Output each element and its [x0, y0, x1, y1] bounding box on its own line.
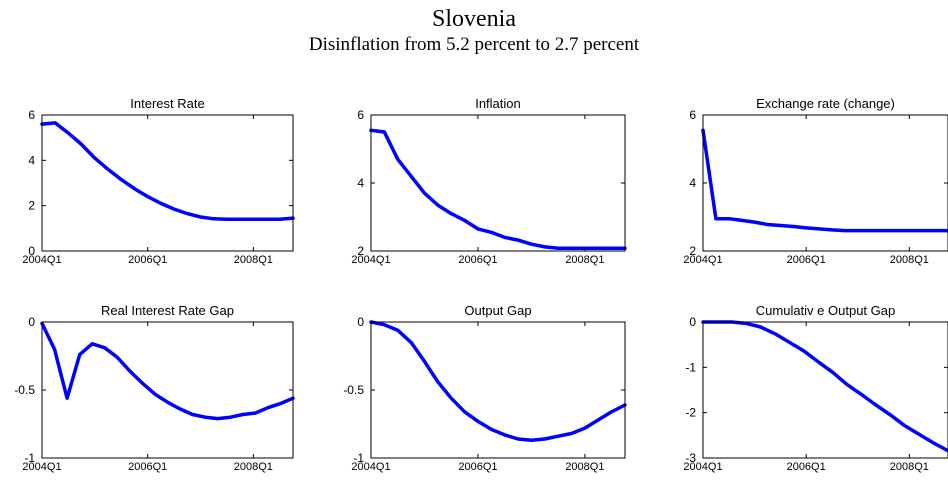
plot-frame	[41, 321, 294, 459]
plot-frame	[702, 321, 948, 459]
y-tick-label: 4	[28, 153, 35, 167]
x-tick-label: 2006Q1	[787, 254, 826, 266]
x-tick-label: 2004Q1	[683, 461, 722, 473]
x-tick-label: 2006Q1	[128, 461, 167, 473]
y-tick-label: 2	[689, 244, 696, 258]
panel-title: Real Interest Rate Gap	[101, 303, 234, 318]
plot-frame	[41, 114, 294, 252]
x-tick-label: 2008Q1	[890, 254, 929, 266]
series-line	[40, 321, 295, 421]
panel-title: Inflation	[475, 96, 521, 111]
y-tick-label: -1	[685, 360, 696, 374]
y-tick-label: -3	[685, 451, 696, 465]
panel-title: Interest Rate	[130, 96, 204, 111]
x-tick-label: 2004Q1	[351, 461, 390, 473]
panel-title: Cumulativ e Output Gap	[756, 303, 895, 318]
y-tick-label: -0.5	[14, 383, 35, 397]
y-tick-label: -0.5	[343, 383, 364, 397]
y-tick-label: -1	[353, 451, 364, 465]
x-tick-label: 2006Q1	[787, 461, 826, 473]
x-tick-label: 2008Q1	[565, 461, 604, 473]
y-tick-label: 0	[357, 315, 364, 329]
x-tick-label: 2008Q1	[565, 254, 604, 266]
series-line	[369, 128, 627, 251]
x-tick-label: 2006Q1	[458, 461, 497, 473]
x-tick-label: 2004Q1	[683, 254, 722, 266]
x-tick-label: 2008Q1	[890, 461, 929, 473]
y-tick-label: 0	[689, 315, 696, 329]
figure-title: Slovenia	[432, 6, 516, 32]
x-tick-label: 2006Q1	[458, 254, 497, 266]
y-tick-label: 2	[357, 244, 364, 258]
x-tick-label: 2004Q1	[22, 254, 61, 266]
y-tick-label: 0	[28, 244, 35, 258]
y-tick-label: -1	[24, 451, 35, 465]
figure-title-block: Slovenia Disinflation from 5.2 percent t…	[0, 0, 948, 56]
y-tick-label: 0	[28, 315, 35, 329]
x-tick-label: 2008Q1	[234, 461, 273, 473]
series-line	[701, 320, 948, 453]
y-tick-label: 4	[689, 176, 696, 190]
y-tick-label: 6	[357, 108, 364, 122]
y-tick-label: 2	[28, 199, 35, 213]
x-tick-label: 2004Q1	[351, 254, 390, 266]
series-line	[369, 320, 627, 443]
x-tick-label: 2008Q1	[234, 254, 273, 266]
y-tick-label: 6	[28, 108, 35, 122]
y-tick-label: -2	[685, 406, 696, 420]
x-tick-label: 2004Q1	[22, 461, 61, 473]
y-tick-label: 6	[689, 108, 696, 122]
plot-frame	[370, 114, 626, 252]
panel-title: Exchange rate (change)	[756, 96, 895, 111]
series-line	[701, 128, 948, 233]
panel-title: Output Gap	[464, 303, 531, 318]
y-tick-label: 4	[357, 176, 364, 190]
x-tick-label: 2006Q1	[128, 254, 167, 266]
series-line	[40, 121, 295, 222]
figure-subtitle: Disinflation from 5.2 percent to 2.7 per…	[308, 34, 640, 55]
